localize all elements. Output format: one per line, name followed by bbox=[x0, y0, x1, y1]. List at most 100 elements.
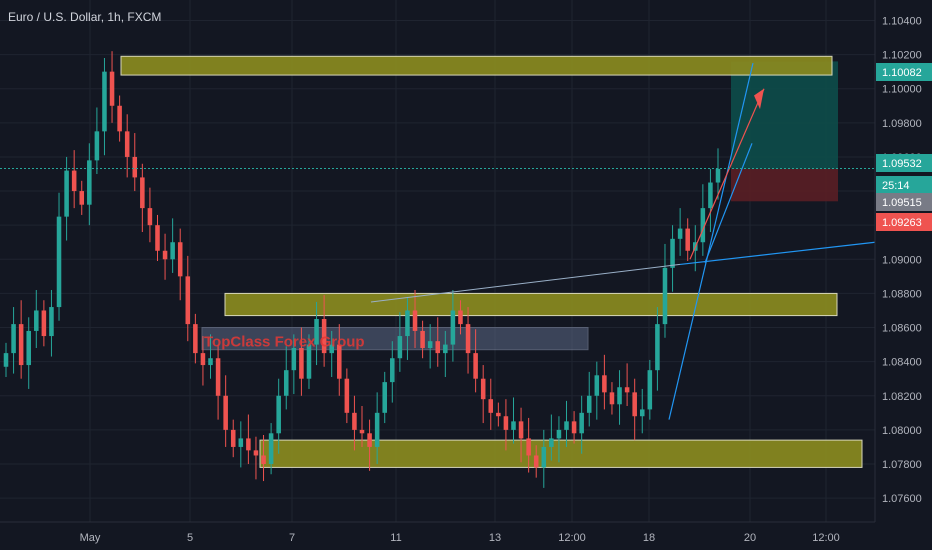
candle-body[interactable] bbox=[147, 208, 153, 226]
candle-body[interactable] bbox=[511, 421, 516, 430]
trendline-steep[interactable] bbox=[704, 143, 753, 263]
candle-body[interactable] bbox=[412, 310, 418, 331]
candle-body[interactable] bbox=[268, 433, 274, 464]
candle-body[interactable] bbox=[352, 412, 357, 430]
candle-body[interactable] bbox=[185, 276, 191, 325]
candle-body[interactable] bbox=[480, 378, 486, 400]
candle-body[interactable] bbox=[124, 131, 130, 157]
candle-body[interactable] bbox=[109, 71, 115, 106]
candle-body[interactable] bbox=[571, 421, 577, 434]
candle-body[interactable] bbox=[177, 242, 183, 277]
candle-body[interactable] bbox=[465, 324, 471, 354]
candle-body[interactable] bbox=[208, 358, 213, 366]
candle-body[interactable] bbox=[382, 382, 387, 413]
candle-body[interactable] bbox=[367, 433, 372, 447]
candle-body[interactable] bbox=[655, 324, 660, 371]
candle-body[interactable] bbox=[586, 395, 592, 413]
candle-body[interactable] bbox=[344, 378, 350, 413]
candle-body[interactable] bbox=[496, 412, 501, 417]
trendline-long[interactable] bbox=[679, 241, 876, 266]
candle-body[interactable] bbox=[117, 105, 122, 132]
candle-body[interactable] bbox=[11, 324, 16, 354]
candle-body[interactable] bbox=[193, 324, 198, 354]
candle-body[interactable] bbox=[246, 438, 251, 451]
candle-body[interactable] bbox=[26, 330, 31, 366]
candle-body[interactable] bbox=[329, 344, 334, 354]
candle-body[interactable] bbox=[526, 438, 531, 456]
candle-body[interactable] bbox=[617, 387, 622, 405]
candle-body[interactable] bbox=[632, 392, 637, 417]
candle-body[interactable] bbox=[276, 395, 281, 434]
candle-body[interactable] bbox=[624, 387, 630, 393]
candle-body[interactable] bbox=[564, 421, 569, 430]
candle-body[interactable] bbox=[155, 225, 160, 251]
candle-body[interactable] bbox=[34, 310, 39, 331]
candle-body[interactable] bbox=[397, 336, 403, 359]
candle-body[interactable] bbox=[314, 319, 319, 345]
candle-body[interactable] bbox=[306, 344, 312, 379]
candle-body[interactable] bbox=[533, 455, 539, 468]
candle-body[interactable] bbox=[102, 71, 107, 132]
candle-body[interactable] bbox=[435, 341, 441, 354]
candle-body[interactable] bbox=[427, 341, 433, 348]
candle-body[interactable] bbox=[200, 353, 206, 366]
candle-body[interactable] bbox=[359, 429, 365, 434]
candle-body[interactable] bbox=[541, 446, 547, 468]
candle-body[interactable] bbox=[162, 250, 168, 260]
candle-body[interactable] bbox=[64, 170, 69, 217]
candle-body[interactable] bbox=[291, 348, 297, 371]
zone-middle-resistance[interactable] bbox=[224, 292, 838, 317]
candle-body[interactable] bbox=[670, 238, 675, 268]
candle-body[interactable] bbox=[602, 375, 607, 393]
candle-body[interactable] bbox=[700, 208, 706, 243]
trendline-rising[interactable] bbox=[668, 62, 754, 420]
candle-body[interactable] bbox=[261, 455, 266, 464]
candle-body[interactable] bbox=[662, 267, 668, 325]
candle-body[interactable] bbox=[223, 395, 228, 430]
candle-body[interactable] bbox=[79, 191, 85, 205]
candle-body[interactable] bbox=[3, 353, 9, 367]
candle-body[interactable] bbox=[132, 156, 138, 178]
candle-body[interactable] bbox=[49, 307, 54, 337]
candle-body[interactable] bbox=[337, 344, 342, 379]
candle-body[interactable] bbox=[647, 370, 653, 410]
candle-body[interactable] bbox=[140, 177, 145, 209]
candle-body[interactable] bbox=[549, 438, 554, 447]
candle-body[interactable] bbox=[405, 310, 410, 337]
candle-body[interactable] bbox=[458, 310, 463, 325]
candle-body[interactable] bbox=[503, 416, 509, 430]
candle-body[interactable] bbox=[230, 429, 236, 447]
zone-top-resistance[interactable] bbox=[120, 55, 833, 76]
candle-body[interactable] bbox=[715, 168, 721, 183]
candle-body[interactable] bbox=[390, 358, 395, 383]
candle-body[interactable] bbox=[87, 160, 92, 205]
candle-body[interactable] bbox=[473, 353, 478, 379]
candle-body[interactable] bbox=[685, 228, 690, 251]
candle-body[interactable] bbox=[299, 348, 304, 379]
candle-body[interactable] bbox=[579, 412, 584, 434]
candle-body[interactable] bbox=[215, 358, 221, 396]
candle-body[interactable] bbox=[94, 131, 100, 161]
candle-body[interactable] bbox=[594, 375, 600, 396]
candle-body[interactable] bbox=[56, 216, 62, 308]
candle-body[interactable] bbox=[708, 182, 713, 209]
candle-body[interactable] bbox=[677, 228, 683, 239]
candle-body[interactable] bbox=[71, 170, 77, 192]
candle-body[interactable] bbox=[518, 421, 524, 439]
trendline-upper[interactable] bbox=[370, 263, 681, 303]
candle-body[interactable] bbox=[450, 310, 456, 345]
zone-bottom-support[interactable] bbox=[259, 439, 863, 468]
candle-body[interactable] bbox=[283, 370, 289, 396]
candle-body[interactable] bbox=[170, 242, 175, 260]
candle-body[interactable] bbox=[556, 429, 562, 439]
candle-body[interactable] bbox=[238, 438, 244, 447]
candle-body[interactable] bbox=[488, 399, 494, 413]
candle-body[interactable] bbox=[420, 330, 425, 348]
candle-body[interactable] bbox=[639, 409, 645, 417]
candle-body[interactable] bbox=[374, 412, 380, 447]
candle-body[interactable] bbox=[253, 450, 259, 456]
candle-body[interactable] bbox=[609, 392, 615, 405]
candle-body[interactable] bbox=[41, 310, 47, 337]
